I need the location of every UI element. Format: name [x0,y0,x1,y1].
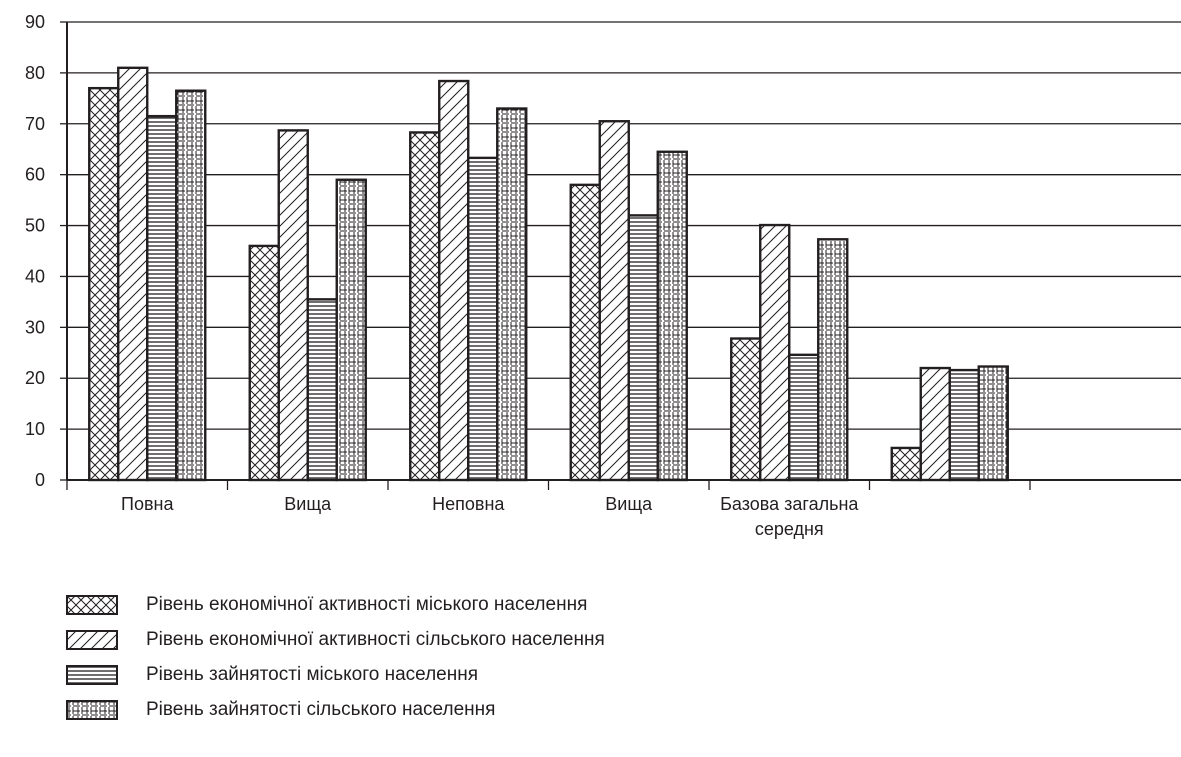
y-tick-label: 0 [35,470,45,490]
x-tick-label: Базова загальна [720,494,859,514]
legend-label: Рівень економічної активності сільського… [146,628,605,650]
bar [569,183,601,482]
legend-item: Рівень зайнятості сільського населення [66,697,605,722]
y-tick-label: 40 [25,266,45,286]
y-tick-label: 30 [25,317,45,337]
x-tick-label: Повна [121,494,174,514]
legend-label: Рівень зайнятості міського населення [146,663,478,685]
legend: Рівень економічної активності міського н… [66,592,605,732]
bar [948,368,980,482]
y-tick-label: 50 [25,216,45,236]
x-tick-label: Вища [605,494,653,514]
bar [656,150,688,482]
bar [598,120,630,482]
bar [817,238,849,482]
bar [890,446,922,482]
x-tick-label: Вища [284,494,332,514]
bar [977,365,1009,482]
legend-item: Рівень економічної активності сільського… [66,627,605,652]
bar [409,131,441,482]
bar [146,114,178,482]
y-tick-label: 20 [25,368,45,388]
bar [759,223,791,482]
x-tick-label: середня [755,519,824,539]
legend-item: Рівень економічної активності міського н… [66,592,605,617]
bar-chart: 0 10 20 30 40 50 60 70 80 90 Повна Вища Неповна Вища Б… [25,12,1181,539]
bar [438,79,470,482]
legend-label: Рівень зайнятості сільського населення [146,698,496,720]
bar [277,129,309,482]
bar [919,366,951,482]
legend-swatch-crosshatch [66,594,118,615]
legend-swatch-horizontal [66,664,118,685]
legend-label: Рівень економічної активності міського н… [146,593,588,615]
bar [175,89,207,482]
bar [730,337,762,482]
legend-swatch-grid [66,699,118,720]
x-tick-label: Неповна [432,494,505,514]
bar [335,178,367,482]
bar [117,66,149,482]
bar [88,86,120,482]
legend-item: Рівень зайнятості міського населення [66,662,605,687]
bar [467,156,499,482]
legend-swatch-diagonal [66,629,118,650]
bar [248,244,280,482]
bar [306,298,338,482]
bar [496,107,528,482]
y-tick-label: 90 [25,12,45,32]
bar [627,214,659,482]
bar [788,353,820,482]
y-tick-label: 10 [25,419,45,439]
y-tick-label: 60 [25,165,45,185]
y-tick-label: 70 [25,114,45,134]
y-tick-label: 80 [25,63,45,83]
